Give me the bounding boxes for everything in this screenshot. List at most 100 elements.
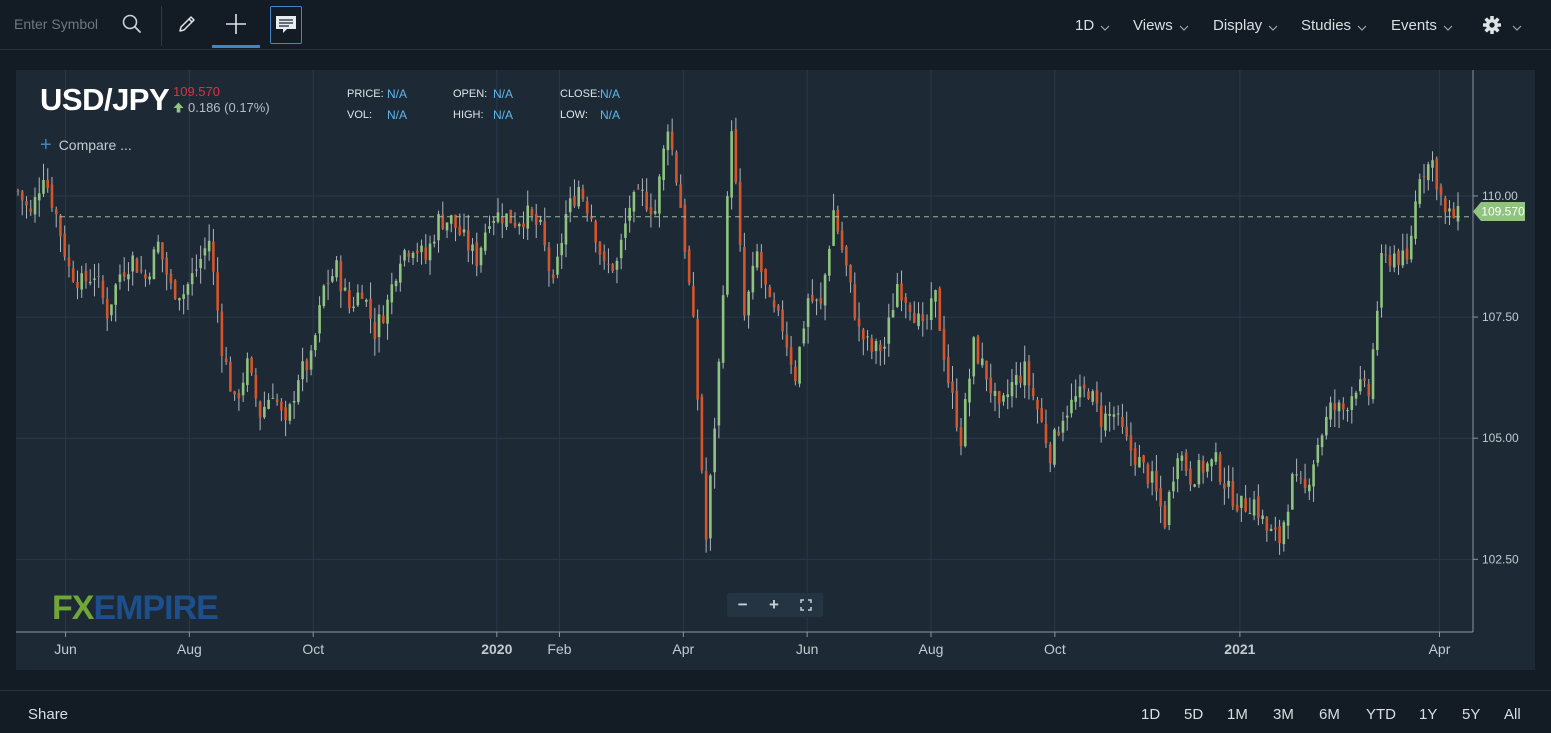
candle-body (424, 247, 428, 260)
range-1d[interactable]: 1D (1141, 706, 1161, 723)
candle-body (1312, 464, 1315, 487)
candle-body (1303, 478, 1307, 489)
candle-body (301, 361, 304, 380)
candlestick-chart[interactable]: 110.00 107.50 105.00 102.50 Jun Aug Oct 2020 Feb… (0, 0, 1551, 690)
zoom-out-button[interactable]: − (737, 595, 748, 614)
candle-body (1346, 410, 1349, 412)
candle-body (1397, 250, 1400, 265)
candle-body (636, 188, 640, 190)
candle-body (1295, 474, 1298, 476)
range-ytd[interactable]: YTD (1366, 706, 1396, 723)
menu-events[interactable]: Events (1391, 0, 1453, 50)
candle-body (857, 318, 861, 327)
candle-body (1308, 484, 1311, 492)
range-5d[interactable]: 5D (1184, 706, 1204, 723)
candle-body (845, 246, 848, 266)
candle-body (161, 242, 164, 260)
candle-body (305, 360, 309, 371)
range-1y[interactable]: 1Y (1419, 706, 1438, 723)
x-tick-label: Jun (54, 641, 77, 657)
candle-body (199, 258, 202, 269)
menu-label: Views (1133, 16, 1173, 34)
candle-body (1452, 208, 1456, 219)
candle-body (1435, 158, 1439, 190)
compare-label: Compare ... (58, 137, 132, 153)
y-tick-label: 110.00 (1482, 189, 1518, 203)
symbol-title: USD/JPY (40, 82, 170, 117)
candle-body (517, 223, 521, 227)
compare-button[interactable]: + Compare ... (40, 135, 132, 155)
candle-body (1252, 499, 1256, 516)
x-tick-label: 2020 (481, 641, 512, 657)
candle-body (1367, 383, 1371, 397)
crosshair-tool-button[interactable] (212, 6, 260, 48)
candle-body (88, 281, 92, 284)
candle-body (658, 176, 661, 214)
candle-body (1167, 492, 1171, 526)
candle-body (131, 255, 134, 272)
logo-fx: FX (52, 589, 94, 627)
settings-menu[interactable] (1482, 0, 1522, 50)
candle-body (1286, 511, 1290, 526)
candle-body (1363, 378, 1366, 381)
fullscreen-icon[interactable] (800, 599, 813, 611)
menu-views[interactable]: Views (1133, 0, 1189, 50)
chart-panel[interactable] (16, 70, 1535, 670)
candle-body (777, 305, 780, 311)
candle-body (1282, 522, 1286, 545)
annotation-tool-button[interactable] (270, 6, 302, 44)
candle-body (335, 260, 338, 278)
candle-body (152, 249, 156, 280)
candle-body (751, 265, 755, 293)
candle-body (679, 184, 682, 208)
menu-label: Studies (1301, 16, 1352, 34)
candle-body (942, 328, 946, 360)
menu-1d[interactable]: 1D (1075, 0, 1110, 50)
menu-display[interactable]: Display (1213, 0, 1278, 50)
candle-body (377, 314, 381, 338)
range-all[interactable]: All (1504, 706, 1521, 723)
candle-body (874, 341, 878, 352)
symbol-last-price: 109.570 (173, 84, 220, 99)
candle-body (449, 215, 453, 224)
crosshair-plus-icon (226, 14, 246, 34)
range-5y[interactable]: 5Y (1462, 706, 1481, 723)
candle-body (700, 396, 704, 471)
candle-body (1023, 361, 1027, 386)
range-1m[interactable]: 1M (1227, 706, 1248, 723)
symbol-search-input[interactable] (14, 10, 144, 38)
candle-body (573, 196, 576, 206)
search-icon[interactable] (120, 12, 144, 36)
candle-body (54, 209, 58, 215)
chevron-down-icon (1100, 25, 1110, 31)
x-tick-label: Oct (302, 641, 324, 657)
range-6m[interactable]: 6M (1319, 706, 1340, 723)
candle-body (1159, 488, 1162, 507)
candle-body (246, 358, 249, 386)
range-3m[interactable]: 3M (1273, 706, 1294, 723)
candle-body (564, 214, 568, 245)
candle-body (1180, 455, 1184, 461)
low-label: LOW: (560, 109, 588, 121)
candle-body (585, 201, 589, 214)
menu-label: Events (1391, 16, 1437, 34)
x-tick-label: Oct (1044, 641, 1066, 657)
x-tick-label: Jun (796, 641, 819, 657)
candle-body (806, 298, 810, 327)
candle-body (1426, 164, 1430, 181)
candle-body (475, 242, 479, 267)
candle-body (611, 264, 614, 271)
candle-body (267, 399, 270, 409)
open-label: OPEN: (453, 88, 488, 100)
menu-studies[interactable]: Studies (1301, 0, 1367, 50)
candle-body (1350, 396, 1354, 410)
candle-body (1176, 458, 1179, 480)
share-button[interactable]: Share (28, 706, 69, 723)
candle-body (1074, 396, 1077, 402)
zoom-in-button[interactable]: + (769, 595, 779, 614)
candle-body (641, 189, 644, 191)
candle-body (772, 300, 776, 308)
draw-tool-button[interactable] (170, 6, 204, 42)
candle-body (1014, 375, 1018, 385)
candle-body (921, 314, 925, 322)
